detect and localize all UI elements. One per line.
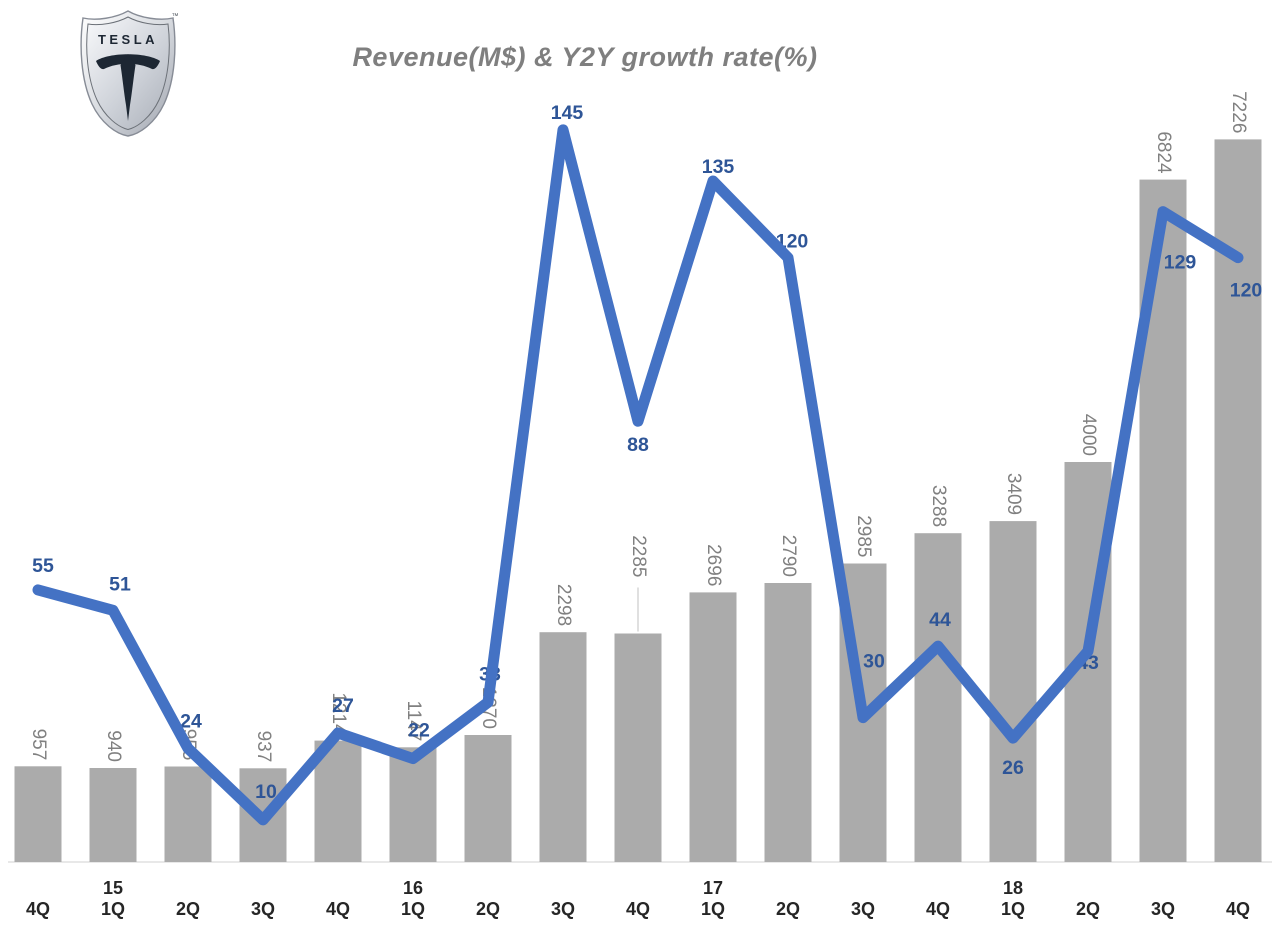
revenue-value-label: 940: [103, 730, 124, 762]
growth-value-label: 22: [408, 720, 430, 742]
growth-value-label: 120: [1230, 280, 1263, 302]
revenue-value-label: 957: [28, 729, 49, 761]
revenue-bar: [764, 583, 812, 862]
trademark-symbol: ™: [172, 13, 179, 20]
revenue-bar: [989, 521, 1037, 862]
growth-value-label: 51: [109, 573, 131, 595]
growth-value-label: 30: [863, 651, 885, 673]
revenue-value-label: 1214: [328, 692, 349, 735]
x-axis-quarter-label: 4Q: [626, 899, 650, 919]
tesla-wordmark: TESLA: [98, 32, 158, 47]
growth-value-label: 44: [929, 609, 951, 631]
growth-value-label: 145: [551, 102, 584, 124]
growth-value-label: 27: [332, 695, 354, 717]
x-axis-quarter-label: 3Q: [251, 899, 275, 919]
x-axis-year-label: 18: [1003, 878, 1023, 898]
x-axis-quarter-label: 2Q: [476, 899, 500, 919]
revenue-bar: [14, 766, 62, 862]
revenue-value-label: 3409: [1003, 473, 1024, 515]
tesla-shield-logo: TESLA ™: [80, 10, 179, 137]
revenue-value-label: 2298: [553, 584, 574, 626]
revenue-bar: [914, 533, 962, 862]
growth-value-label: 26: [1002, 757, 1024, 779]
x-axis-year-label: 15: [103, 878, 123, 898]
revenue-value-label: 2985: [853, 515, 874, 557]
chart-title: Revenue(M$) & Y2Y growth rate(%): [352, 42, 818, 72]
x-axis-quarter-label: 3Q: [551, 899, 575, 919]
growth-value-label: 88: [627, 434, 649, 456]
revenue-value-label: 1147: [403, 700, 424, 741]
x-axis-year-label: 17: [703, 878, 723, 898]
revenue-value-label: 2696: [703, 544, 724, 586]
revenue-bar: [464, 735, 512, 862]
x-axis-quarter-label: 2Q: [776, 899, 800, 919]
x-axis-year-label: 16: [403, 878, 423, 898]
growth-value-label: 129: [1164, 252, 1197, 274]
revenue-bar: [164, 766, 212, 862]
x-axis-quarter-label: 3Q: [851, 899, 875, 919]
revenue-value-label: 937: [253, 731, 274, 763]
revenue-value-label: 2285: [628, 535, 649, 577]
x-axis-quarter-label: 4Q: [26, 899, 50, 919]
x-axis-quarter-label: 3Q: [1151, 899, 1175, 919]
x-axis-quarter-label: 2Q: [176, 899, 200, 919]
x-axis-quarter-label: 4Q: [1226, 899, 1250, 919]
revenue-bar: [614, 633, 662, 862]
revenue-value-label: 6824: [1153, 131, 1174, 174]
growth-value-label: 55: [32, 555, 54, 577]
revenue-bar: [689, 592, 737, 862]
revenue-bar: [389, 747, 437, 862]
x-axis-quarter-label: 1Q: [401, 899, 425, 919]
x-axis-quarter-label: 1Q: [701, 899, 725, 919]
revenue-value-label: 7226: [1228, 91, 1249, 133]
x-axis-quarter-label: 2Q: [1076, 899, 1100, 919]
tesla-t-emblem-blade: [120, 54, 136, 121]
revenue-value-label: 4000: [1078, 414, 1099, 456]
revenue-value-label: 3288: [928, 485, 949, 527]
growth-line: [32, 124, 1244, 826]
growth-value-label: 10: [255, 781, 277, 803]
revenue-value-label: 2790: [778, 535, 799, 577]
x-axis-quarter-label: 4Q: [326, 899, 350, 919]
x-axis-quarter-label: 1Q: [1001, 899, 1025, 919]
x-axis-quarter-label: 4Q: [926, 899, 950, 919]
revenue-bar: [89, 768, 137, 862]
revenue-bar: [314, 740, 362, 862]
growth-value-label: 135: [702, 156, 735, 178]
x-axis-quarter-label: 1Q: [101, 899, 125, 919]
revenue-bar: [539, 632, 587, 862]
growth-value-label: 24: [180, 710, 202, 732]
tesla-shield-icon: TESLA: [80, 10, 176, 137]
